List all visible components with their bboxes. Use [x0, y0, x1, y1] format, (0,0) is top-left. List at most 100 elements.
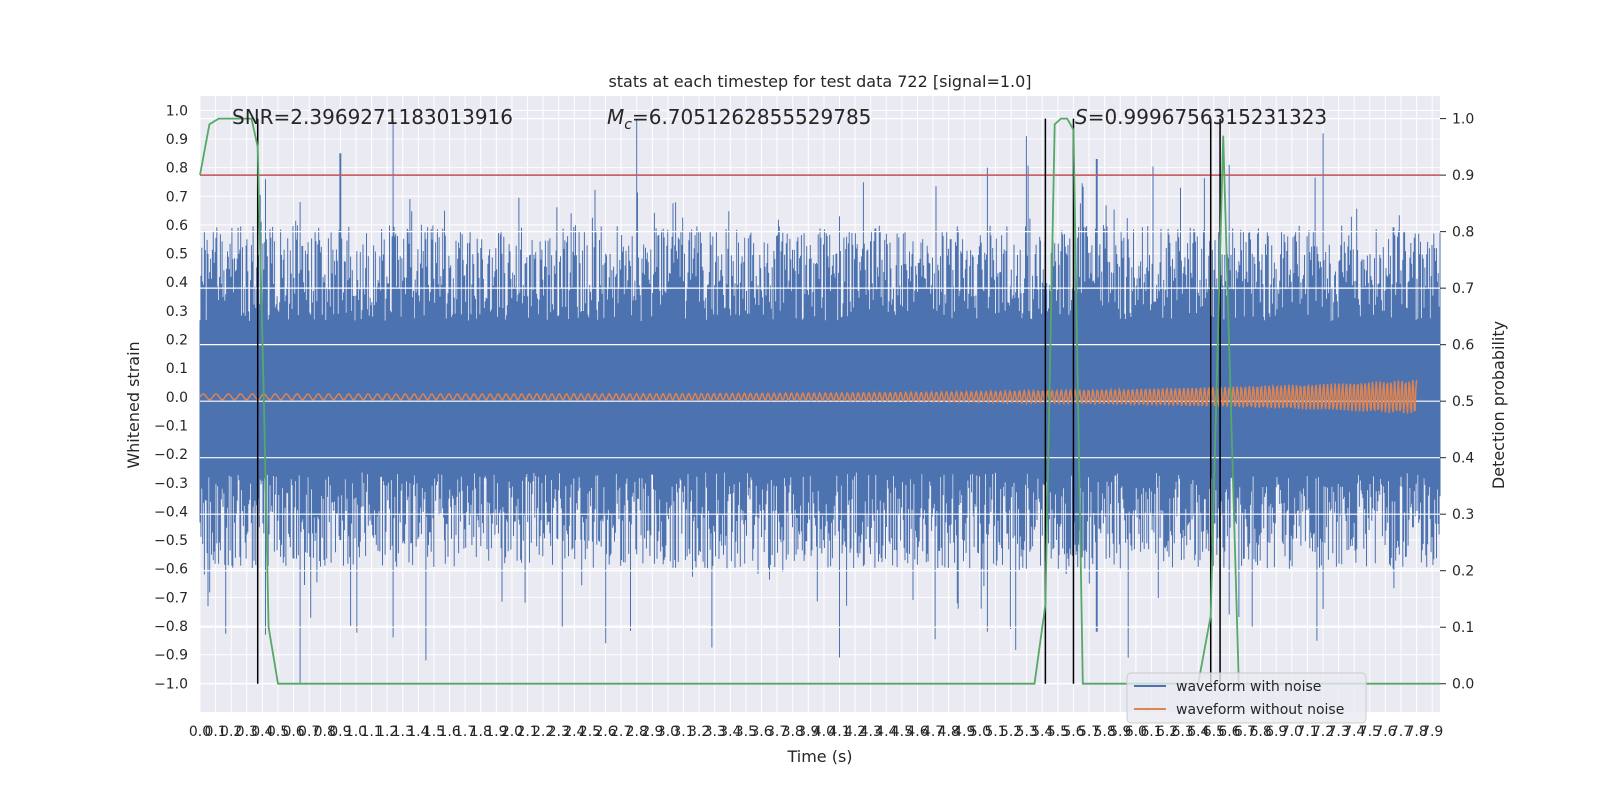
x-tick-label: 0.7 — [298, 724, 320, 740]
x-tick-label: 5.8 — [1094, 724, 1116, 740]
y-axis-ticks: 1.0 0.9 0.8 0.7 0.6 0.5 0.4 0.3 0.2 0.1 0.0 −0.1 −0.… — [154, 103, 188, 692]
y-tick-label: −0.7 — [154, 590, 188, 606]
legend-box — [1126, 672, 1367, 724]
y-tick-label: −0.8 — [154, 619, 188, 635]
x-tick-label: 4.6 — [906, 724, 928, 740]
x-tick-label: 3.8 — [782, 724, 804, 740]
y-tick-label: −0.9 — [154, 648, 188, 664]
right-y-tick-label: 0.8 — [1452, 225, 1474, 241]
x-tick-label: 7.0 — [1281, 724, 1303, 740]
y-tick-label: 0.3 — [166, 304, 188, 320]
x-tick-label: 1.1 — [360, 724, 382, 740]
x-axis-label: Time (s) — [786, 747, 852, 766]
x-tick-label: 0.5 — [267, 724, 289, 740]
right-y-tick-label: 0.0 — [1452, 677, 1474, 693]
chart-title: stats at each timestep for test data 722… — [608, 72, 1031, 91]
x-tick-label: 6.2 — [1156, 724, 1178, 740]
x-tick-label: 2.1 — [516, 724, 538, 740]
s-annotation: S=0.9996756315231323 — [1075, 105, 1327, 129]
x-tick-label: 7.7 — [1390, 724, 1412, 740]
right-y-tick-label: 0.2 — [1452, 564, 1474, 580]
x-tick-label: 0.2 — [220, 724, 242, 740]
y-tick-label: −0.2 — [154, 447, 188, 463]
x-tick-label: 7.4 — [1343, 724, 1365, 740]
right-y-tick-label: 0.5 — [1452, 394, 1474, 410]
snr-annotation: SNR=2.3969271183013916 — [232, 105, 513, 129]
right-y-axis-label: Detection probability — [1489, 321, 1508, 489]
x-tick-label: 4.4 — [875, 724, 897, 740]
x-tick-label: 3.1 — [672, 724, 694, 740]
series-detection-probability — [199, 117, 1440, 685]
x-tick-label: 3.5 — [735, 724, 757, 740]
x-tick-label: 2.5 — [579, 724, 601, 740]
x-tick-label: 7.9 — [1421, 724, 1443, 740]
x-tick-label: 2.0 — [501, 724, 523, 740]
x-tick-label: 6.5 — [1203, 724, 1225, 740]
x-tick-label: 3.9 — [797, 724, 819, 740]
legend-label-waveform-with-noise: waveform with noise — [1176, 679, 1321, 695]
x-tick-label: 5.2 — [1000, 724, 1022, 740]
probability-trace — [199, 117, 1440, 685]
x-tick-label: 4.5 — [891, 724, 913, 740]
x-tick-label: 1.5 — [423, 724, 445, 740]
x-tick-label: 6.4 — [1187, 724, 1209, 740]
x-tick-label: 2.3 — [548, 724, 570, 740]
x-tick-label: 4.2 — [844, 724, 866, 740]
x-tick-label: 1.8 — [470, 724, 492, 740]
y-axis-label: Whitened strain — [124, 341, 143, 468]
s-value: =0.9996756315231323 — [1088, 105, 1327, 129]
x-tick-label: 2.9 — [641, 724, 663, 740]
y-tick-label: 0.4 — [166, 275, 188, 291]
x-tick-label: 1.9 — [485, 724, 507, 740]
legend-label-waveform-without-noise: waveform without noise — [1176, 702, 1344, 718]
x-tick-label: 5.1 — [984, 724, 1006, 740]
x-tick-label: 5.9 — [1109, 724, 1131, 740]
s-symbol: S — [1075, 105, 1088, 129]
x-tick-label: 5.7 — [1078, 724, 1100, 740]
x-tick-label: 1.0 — [345, 724, 367, 740]
right-y-axis-ticks: 1.0 0.9 0.8 0.7 0.6 0.5 0.4 0.3 0.2 0.1 0.0 — [1440, 112, 1474, 693]
y-tick-label: 0.7 — [166, 189, 188, 205]
mc-symbol: M — [607, 105, 624, 129]
x-tick-label: 2.8 — [626, 724, 648, 740]
y-tick-label: 0.8 — [166, 161, 188, 177]
right-y-tick-label: 0.7 — [1452, 281, 1474, 297]
y-tick-label: 0.0 — [166, 390, 188, 406]
clean-trace — [199, 379, 1418, 414]
x-tick-label: 7.1 — [1296, 724, 1318, 740]
y-tick-label: 0.1 — [166, 361, 188, 377]
x-tick-label: 6.0 — [1125, 724, 1147, 740]
right-y-tick-label: 0.3 — [1452, 507, 1474, 523]
x-tick-label: 7.5 — [1359, 724, 1381, 740]
x-tick-label: 7.6 — [1374, 724, 1396, 740]
x-tick-label: 6.3 — [1172, 724, 1194, 740]
y-tick-label: −0.3 — [154, 476, 188, 492]
right-y-tick-label: 0.6 — [1452, 338, 1474, 354]
x-tick-label: 1.6 — [438, 724, 460, 740]
right-y-tick-label: 0.4 — [1452, 451, 1474, 467]
y-tick-label: 0.6 — [166, 218, 188, 234]
y-tick-label: 0.9 — [166, 132, 188, 148]
y-tick-label: −0.5 — [154, 533, 188, 549]
x-tick-label: 6.6 — [1218, 724, 1240, 740]
right-y-tick-label: 0.9 — [1452, 168, 1474, 184]
x-tick-label: 0.0 — [189, 724, 211, 740]
x-tick-label: 2.6 — [594, 724, 616, 740]
x-tick-label: 0.3 — [236, 724, 258, 740]
right-y-tick-label: 1.0 — [1452, 112, 1474, 128]
right-y-tick-label: 0.1 — [1452, 620, 1474, 636]
x-tick-label: 1.7 — [454, 724, 476, 740]
x-tick-label: 1.3 — [392, 724, 414, 740]
x-tick-label: 3.4 — [719, 724, 741, 740]
series-waveform-without-noise — [199, 379, 1418, 414]
mc-value: =6.7051262855529785 — [632, 105, 871, 129]
x-tick-label: 6.8 — [1249, 724, 1271, 740]
x-tick-label: 2.2 — [532, 724, 554, 740]
x-tick-label: 5.5 — [1047, 724, 1069, 740]
x-tick-label: 4.0 — [813, 724, 835, 740]
y-tick-label: 0.5 — [166, 247, 188, 263]
y-tick-label: 1.0 — [166, 103, 188, 119]
legend: waveform with noise waveform without noi… — [1126, 672, 1367, 724]
x-tick-label: 6.7 — [1234, 724, 1256, 740]
